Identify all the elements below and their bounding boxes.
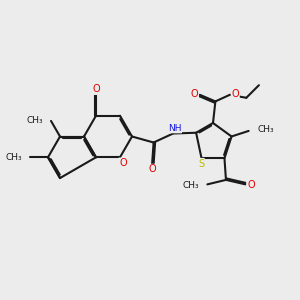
Text: NH: NH [168, 124, 182, 133]
Text: O: O [190, 88, 198, 99]
Text: S: S [198, 159, 204, 169]
Text: CH₃: CH₃ [27, 116, 44, 125]
Text: O: O [92, 84, 100, 94]
Text: O: O [231, 88, 239, 99]
Text: CH₃: CH₃ [6, 153, 22, 162]
Text: CH₃: CH₃ [257, 125, 274, 134]
Text: O: O [148, 164, 156, 175]
Text: O: O [247, 180, 255, 190]
Text: CH₃: CH₃ [182, 181, 199, 190]
Text: O: O [119, 158, 127, 168]
